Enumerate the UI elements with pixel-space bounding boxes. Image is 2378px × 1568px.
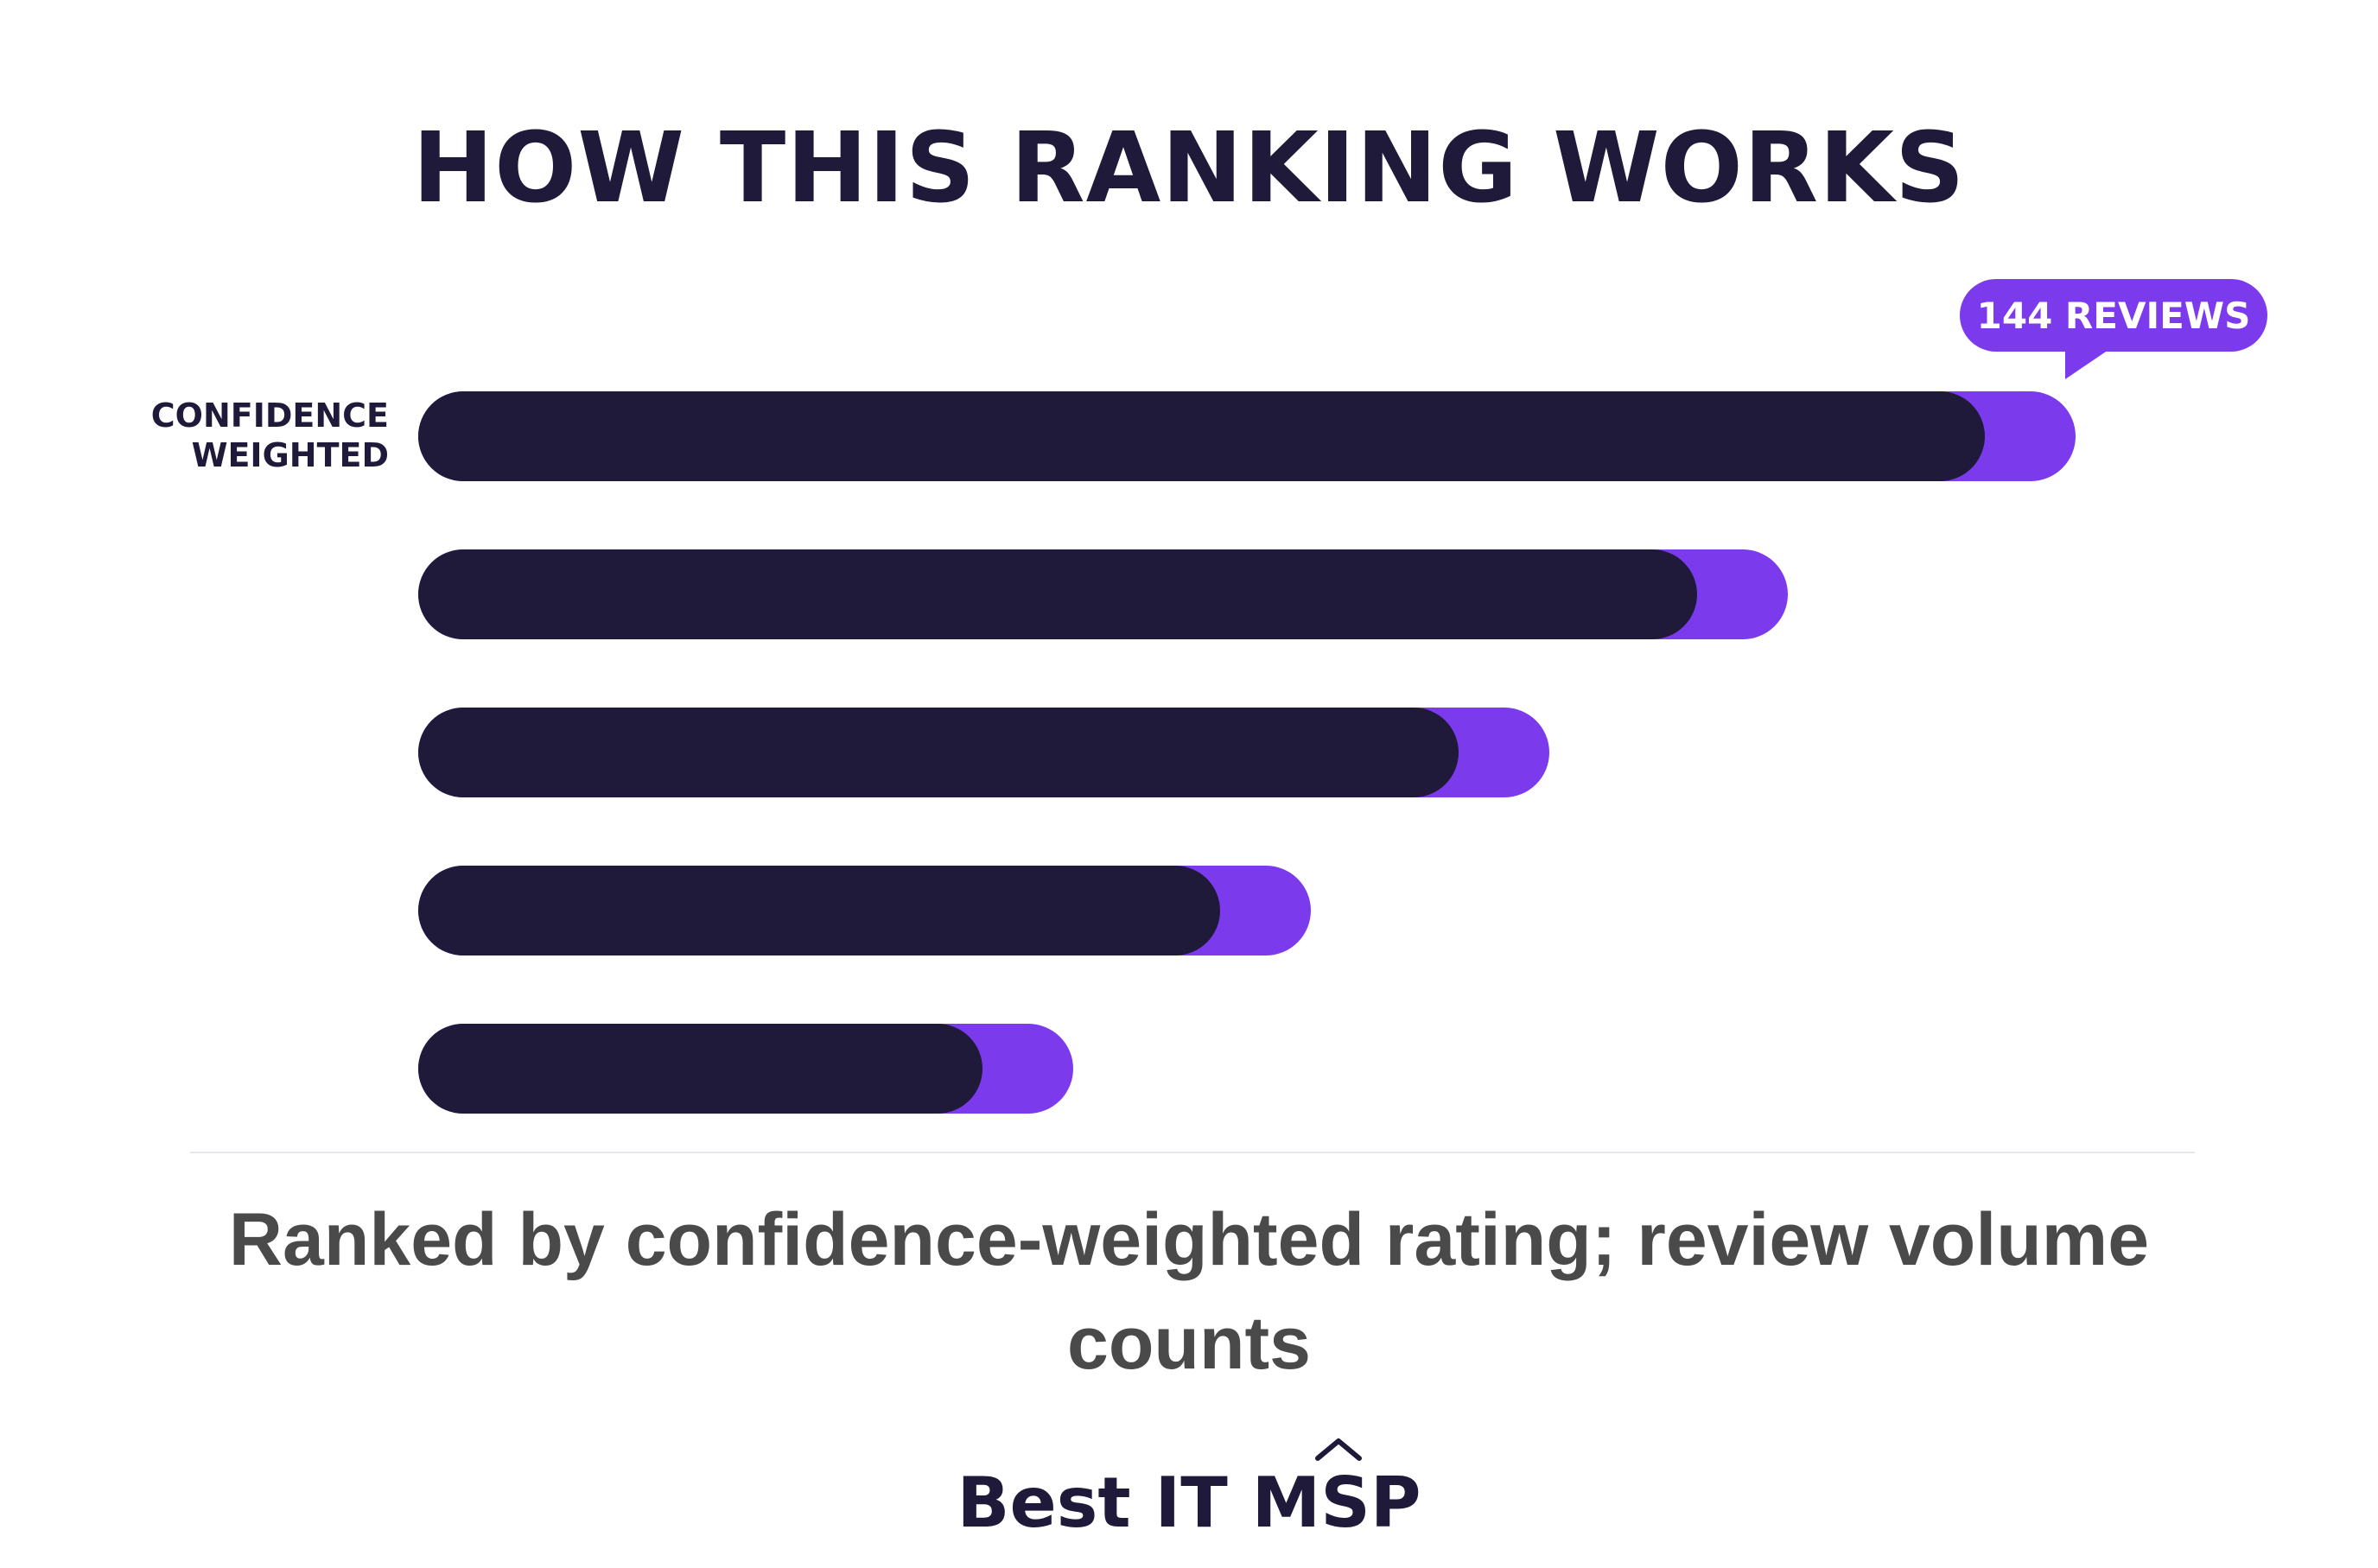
annotations-group: 144 REVIEWS (1960, 279, 2267, 379)
reviews-badge-tail (2065, 350, 2108, 379)
bar-main-1 (418, 549, 1697, 639)
bars-group (418, 391, 2076, 1114)
bar-main-2 (418, 708, 1459, 797)
chevron-up-icon (1314, 1438, 1362, 1461)
brand-name: Best IT MSP (957, 1463, 1421, 1543)
confidence-weighted-label: CONFIDENCE WEIGHTED (150, 397, 389, 474)
divider (190, 1152, 2195, 1153)
reviews-badge: 144 REVIEWS (1960, 279, 2267, 379)
bar-main-4 (418, 1024, 982, 1114)
reviews-badge-text: 144 REVIEWS (1977, 295, 2251, 337)
ranking-caption: Ranked by confidence-weighted rating; re… (228, 1198, 2150, 1385)
brand-logo: Best IT MSP (0, 1438, 2378, 1546)
page-title: HOW THIS RANKING WORKS (412, 112, 1966, 225)
bar-main-0 (418, 391, 1985, 481)
bar-main-3 (418, 866, 1220, 955)
ranking-bar-chart: 144 REVIEWS (418, 279, 2267, 1114)
reviews-badge-bubble (1960, 279, 2267, 352)
